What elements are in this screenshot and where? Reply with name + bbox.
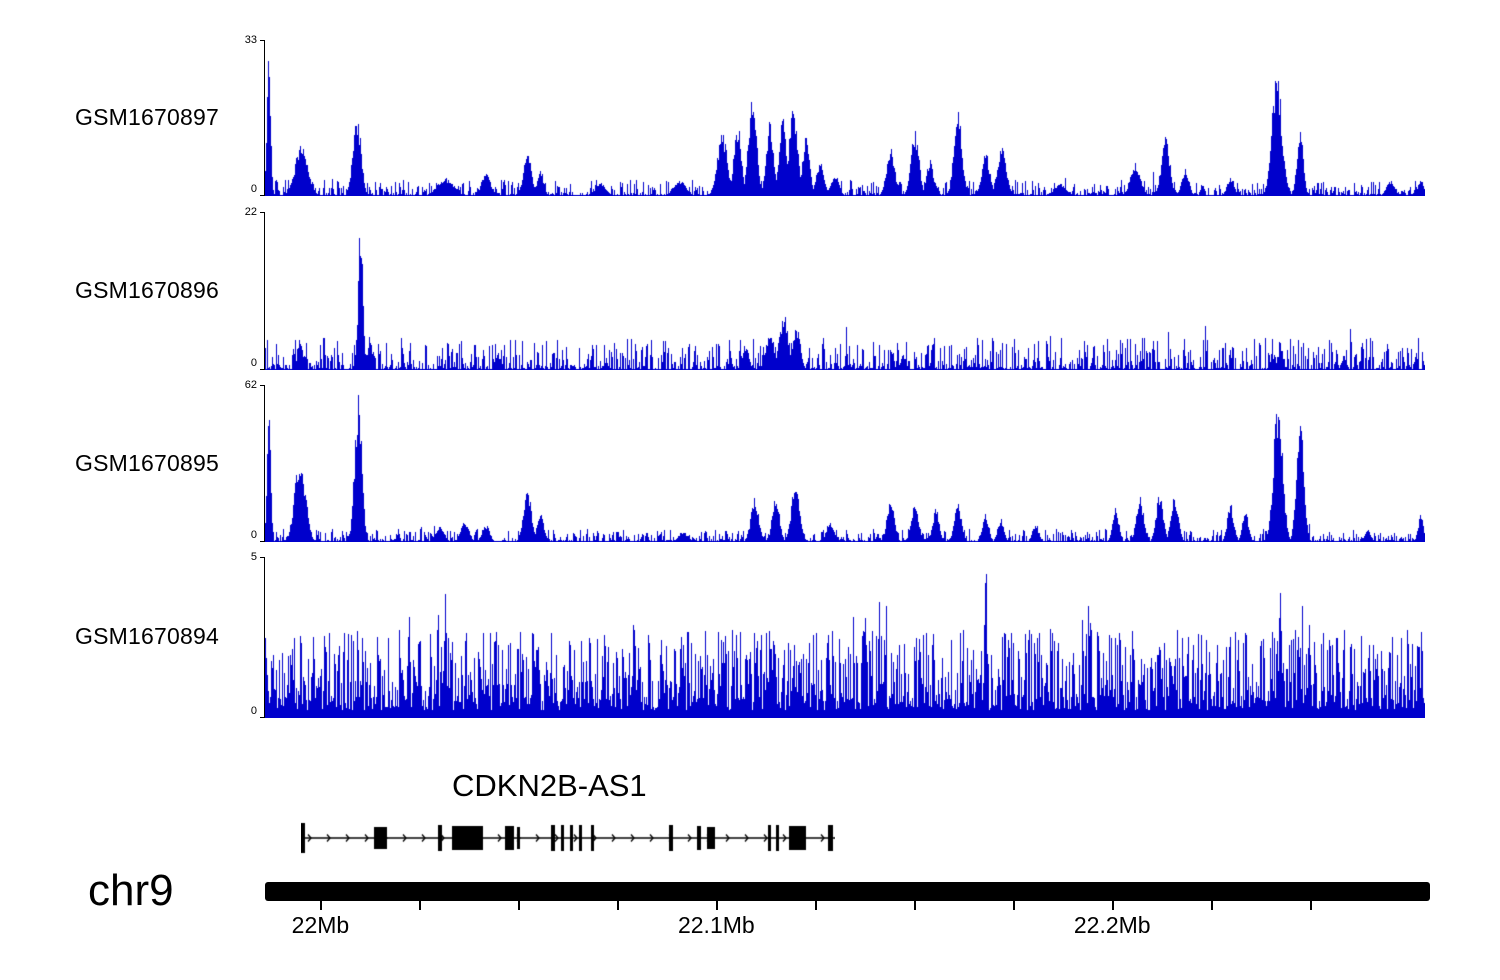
track-label: GSM1670897 xyxy=(75,104,219,130)
x-tick xyxy=(1310,901,1313,910)
coverage-signal-canvas xyxy=(265,40,1425,196)
x-tick xyxy=(419,901,422,910)
x-tick xyxy=(1013,901,1016,910)
y-max-label: 62 xyxy=(244,379,257,391)
x-tick xyxy=(815,901,818,910)
x-tick xyxy=(914,901,917,910)
chromosome-bar xyxy=(265,882,1430,901)
y-axis-line xyxy=(260,385,265,542)
x-tick-label: 22.2Mb xyxy=(1073,912,1151,938)
track-label: GSM1670895 xyxy=(75,450,219,476)
y-axis-line xyxy=(260,212,265,370)
y-min-label: 0 xyxy=(250,705,257,717)
x-tick xyxy=(1211,901,1214,910)
gene-name: CDKN2B-AS1 xyxy=(452,768,647,803)
y-min-label: 0 xyxy=(250,183,257,195)
y-min-label: 0 xyxy=(250,529,257,541)
x-tick xyxy=(617,901,620,910)
y-axis-line xyxy=(260,40,265,196)
x-tick xyxy=(716,901,719,910)
y-axis-line xyxy=(260,557,265,718)
x-tick xyxy=(518,901,521,910)
y-max-label: 33 xyxy=(244,34,257,46)
x-tick-label: 22Mb xyxy=(291,912,350,938)
chromosome-label: chr9 xyxy=(88,866,174,915)
gene-model xyxy=(300,818,835,858)
track-label: GSM1670896 xyxy=(75,277,219,303)
y-min-label: 0 xyxy=(250,357,257,369)
y-max-label: 5 xyxy=(250,551,257,563)
coverage-signal-canvas xyxy=(265,557,1425,718)
y-max-label: 22 xyxy=(244,206,257,218)
coverage-signal-canvas xyxy=(265,212,1425,370)
x-tick-label: 22.1Mb xyxy=(677,912,755,938)
genome-ruler: 22Mb 22.1Mb 22.2Mb xyxy=(0,901,1500,951)
track-label: GSM1670894 xyxy=(75,623,219,649)
x-tick xyxy=(1112,901,1115,910)
coverage-signal-canvas xyxy=(265,385,1425,542)
x-tick xyxy=(320,901,323,910)
